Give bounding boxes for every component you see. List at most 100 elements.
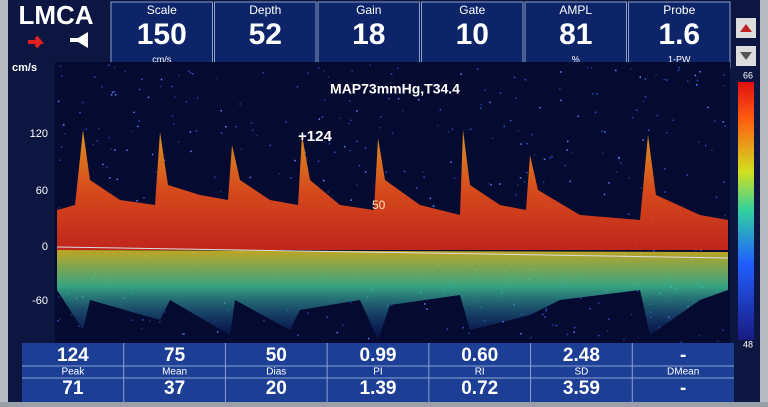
speckle	[92, 143, 94, 146]
axis-unit: cm/s	[12, 62, 37, 74]
speckle	[136, 200, 138, 202]
speckle	[534, 154, 536, 156]
speckle	[569, 180, 571, 183]
speckle	[249, 176, 252, 179]
result-value: 50	[266, 345, 287, 366]
param-value: 52	[249, 18, 282, 51]
speckle	[177, 141, 180, 143]
speckle	[110, 94, 113, 96]
speckle	[433, 204, 435, 207]
speckle	[642, 139, 644, 141]
speckle	[680, 341, 682, 343]
speckle	[606, 330, 609, 332]
speckle	[503, 125, 505, 128]
speckle	[590, 67, 593, 69]
speckle	[617, 156, 620, 158]
speckle	[239, 103, 241, 105]
speckle	[159, 85, 162, 88]
result-value: 37	[164, 378, 185, 399]
speckle	[457, 91, 459, 94]
speckle	[664, 168, 666, 170]
speckle	[185, 101, 188, 103]
speckle	[351, 70, 353, 72]
speckle	[640, 186, 642, 189]
speckle	[639, 76, 642, 78]
speckle	[108, 136, 111, 139]
speckle	[57, 319, 59, 322]
speckle	[390, 304, 393, 307]
speckle	[647, 129, 650, 131]
speckle	[530, 336, 532, 339]
result-value: 0.60	[461, 345, 498, 366]
speckle	[642, 100, 645, 103]
speckle	[450, 161, 452, 163]
speckle	[278, 172, 281, 175]
speckle	[307, 312, 310, 315]
vessel-label: LMCA	[18, 0, 93, 30]
speckle	[140, 327, 143, 330]
speckle	[160, 78, 163, 81]
speckle	[686, 174, 689, 176]
param-box	[317, 1, 420, 69]
speckle	[348, 122, 350, 125]
speckle	[181, 333, 184, 335]
speckle	[290, 177, 292, 179]
speckle	[664, 191, 666, 193]
speckle	[446, 328, 449, 330]
speckle	[304, 151, 307, 154]
speckle	[334, 89, 336, 91]
speckle	[515, 194, 517, 196]
speckle	[695, 249, 697, 251]
y-tick-label: -60	[32, 295, 48, 307]
speckle	[256, 134, 258, 137]
result-value: 0.72	[461, 378, 498, 399]
speckle	[219, 190, 222, 193]
param-unit: %	[572, 54, 580, 64]
speckle	[171, 85, 173, 88]
speckle	[192, 73, 194, 75]
speckle	[317, 160, 320, 163]
param-value: 18	[352, 18, 385, 51]
result-label: SD	[574, 367, 588, 378]
speckle	[620, 162, 622, 164]
speckle	[178, 74, 180, 77]
speckle	[306, 157, 308, 159]
speckle	[138, 120, 140, 122]
param-value: 81	[559, 18, 592, 51]
speckle	[580, 297, 582, 300]
speckle	[214, 176, 216, 179]
speckle	[526, 171, 528, 174]
speckle	[107, 64, 110, 66]
speckle	[422, 171, 424, 174]
speckle	[653, 250, 655, 252]
speckle	[294, 159, 296, 162]
speckle	[417, 99, 420, 101]
speckle	[142, 319, 144, 321]
speckle	[349, 301, 352, 304]
speckle	[385, 171, 388, 174]
speckle	[391, 132, 394, 134]
speckle	[189, 131, 192, 133]
speckle	[695, 84, 698, 86]
speckle	[526, 142, 529, 145]
param-unit: cm/s	[152, 54, 171, 64]
result-value: 20	[266, 378, 287, 399]
speckle	[327, 191, 329, 193]
result-label: PI	[373, 367, 382, 378]
speckle	[235, 125, 237, 128]
result-value: 2.48	[563, 345, 600, 366]
speckle	[517, 184, 519, 187]
speckle	[480, 107, 482, 110]
speckle	[326, 316, 329, 318]
speckle	[545, 308, 548, 310]
speckle	[490, 183, 492, 186]
speckle	[491, 137, 494, 139]
speckle	[106, 166, 108, 169]
speckle	[369, 64, 371, 66]
speckle	[336, 331, 338, 334]
speckle	[137, 125, 139, 128]
speckle	[138, 88, 141, 91]
speckle	[358, 164, 361, 167]
param-value: 10	[456, 18, 489, 51]
direction-arrow	[28, 35, 45, 49]
